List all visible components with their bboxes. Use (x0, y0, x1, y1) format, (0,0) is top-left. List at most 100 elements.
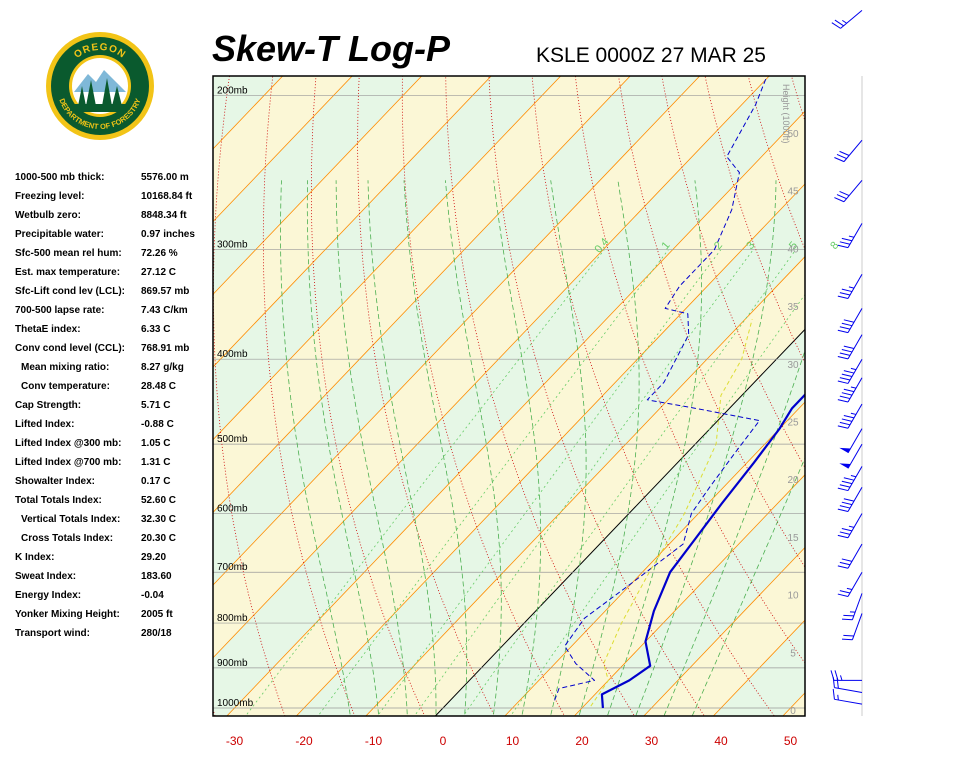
index-row: Total Totals Index: 52.60 C (15, 491, 215, 510)
wind-barb (831, 10, 863, 29)
wind-barb-feather (834, 157, 845, 163)
height-tick-label: 20 (787, 475, 799, 486)
wind-barb (837, 466, 863, 492)
wind-barb-half-feather (837, 694, 839, 701)
index-label: 700-500 lapse rate: (15, 305, 105, 316)
mixing-ratio-line (245, 249, 605, 716)
wind-barb-feather (841, 373, 853, 378)
wind-barb-feather (843, 414, 855, 419)
pressure-label: 600mb (217, 504, 248, 515)
wind-barb-feather (839, 150, 850, 156)
wind-barb-feather (841, 392, 853, 396)
wind-barb-feather (839, 561, 851, 566)
wind-barb (837, 487, 863, 513)
wind-barb-staff (843, 139, 863, 162)
index-value: 29.20 (141, 552, 167, 563)
wind-barb-half-feather (840, 675, 843, 681)
wind-barb-staff (847, 334, 863, 360)
index-label: Sfc-500 mean rel hum: (15, 248, 122, 259)
index-label: Cross Totals Index: (21, 533, 114, 544)
x-tick-label: 20 (575, 734, 589, 748)
pressure-label: 400mb (217, 349, 248, 360)
wind-barb (839, 443, 863, 469)
wind-barb-feather (837, 565, 849, 569)
wind-barb-half-feather (848, 286, 855, 289)
wind-barb-feather (836, 153, 847, 160)
height-tick-label: 25 (787, 418, 799, 429)
index-value: 869.57 mb (141, 286, 190, 297)
index-row: Sweat Index: 183.60 (15, 567, 215, 586)
index-label: Sweat Index: (15, 571, 77, 582)
isotherm-line (213, 76, 214, 77)
wind-barb (837, 513, 863, 539)
wind-barb-feather (837, 534, 849, 539)
moist-adiabat (635, 180, 777, 716)
wind-barb-feather (841, 349, 853, 353)
index-label: Wetbulb zero: (15, 210, 81, 221)
index-value: 1.31 C (141, 457, 171, 468)
wind-barb-half-feather (850, 412, 857, 415)
index-label: 1000-500 mb thick: (15, 172, 105, 183)
wind-barb-feather (841, 237, 853, 242)
index-value: 5576.00 m (141, 172, 189, 183)
wind-barb-feather (837, 355, 849, 360)
zero-isotherm (434, 328, 805, 716)
wind-barb-feather (841, 418, 853, 422)
dry-adiabat (445, 76, 635, 716)
mixing-ratio-line (510, 293, 805, 716)
index-row: Transport wind: 280/18 (15, 624, 215, 643)
isotherm-line (850, 74, 960, 718)
wind-barb (841, 593, 863, 621)
index-value: 52.60 C (141, 495, 177, 506)
x-tick-label: -30 (226, 734, 244, 748)
index-row: Lifted Index @300 mb: 1.05 C (15, 434, 215, 453)
index-label: Lifted Index: (15, 419, 75, 430)
wind-barb-feather (839, 241, 851, 245)
isotherm-line (573, 474, 805, 716)
pressure-label: 200mb (217, 85, 248, 96)
dry-adiabat (747, 76, 805, 251)
wind-barb-feather (837, 593, 849, 597)
wind-barb-feather (841, 322, 853, 327)
wind-barb-feather (839, 191, 850, 197)
dry-adiabat (401, 76, 566, 716)
wind-barb (837, 543, 863, 569)
index-value: 183.60 (141, 571, 172, 582)
moist-adiabat (280, 180, 351, 716)
temperature-line (600, 393, 805, 709)
pressure-label: 700mb (217, 562, 248, 573)
wind-barb-staff (851, 593, 863, 620)
wind-barb-feather (839, 505, 851, 509)
wind-barb-feather (831, 22, 841, 29)
index-label: ThetaE index: (15, 324, 81, 335)
x-tick-label: -20 (295, 734, 313, 748)
wind-barb-feather (841, 501, 853, 506)
index-row: Precipitable water: 0.97 inches (15, 225, 215, 244)
wind-barb (837, 223, 863, 249)
isotherm-line (213, 76, 353, 223)
wind-barb-half-feather (850, 386, 857, 389)
index-row: Freezing level: 10168.84 ft (15, 187, 215, 206)
index-value: 1.05 C (141, 438, 171, 449)
isotherm-line (213, 76, 701, 586)
wind-barb-staff (847, 571, 863, 597)
logo-ground (74, 104, 126, 112)
wind-barb-feather (837, 244, 849, 249)
wind-barb-half-feather (850, 475, 857, 478)
mixing-ratio-line (462, 249, 797, 716)
isotherm-line (213, 76, 770, 659)
wind-barb-feather (839, 531, 851, 535)
index-row: Vertical Totals Index: 32.30 C (15, 510, 215, 529)
wind-barb-feather (834, 19, 844, 27)
wind-barb-feather (837, 295, 849, 299)
wind-barb-feather (837, 399, 849, 403)
height-tick-label: 15 (787, 533, 799, 544)
dry-adiabat (488, 76, 705, 716)
index-value: 32.30 C (141, 514, 177, 525)
wind-barb-feather (837, 508, 849, 513)
wind-barb-feather (836, 194, 847, 200)
isotherm-band (213, 76, 805, 716)
index-row: Wetbulb zero: 8848.34 ft (15, 206, 215, 225)
wind-barb (839, 428, 863, 454)
wind-barb-staff (847, 223, 863, 248)
